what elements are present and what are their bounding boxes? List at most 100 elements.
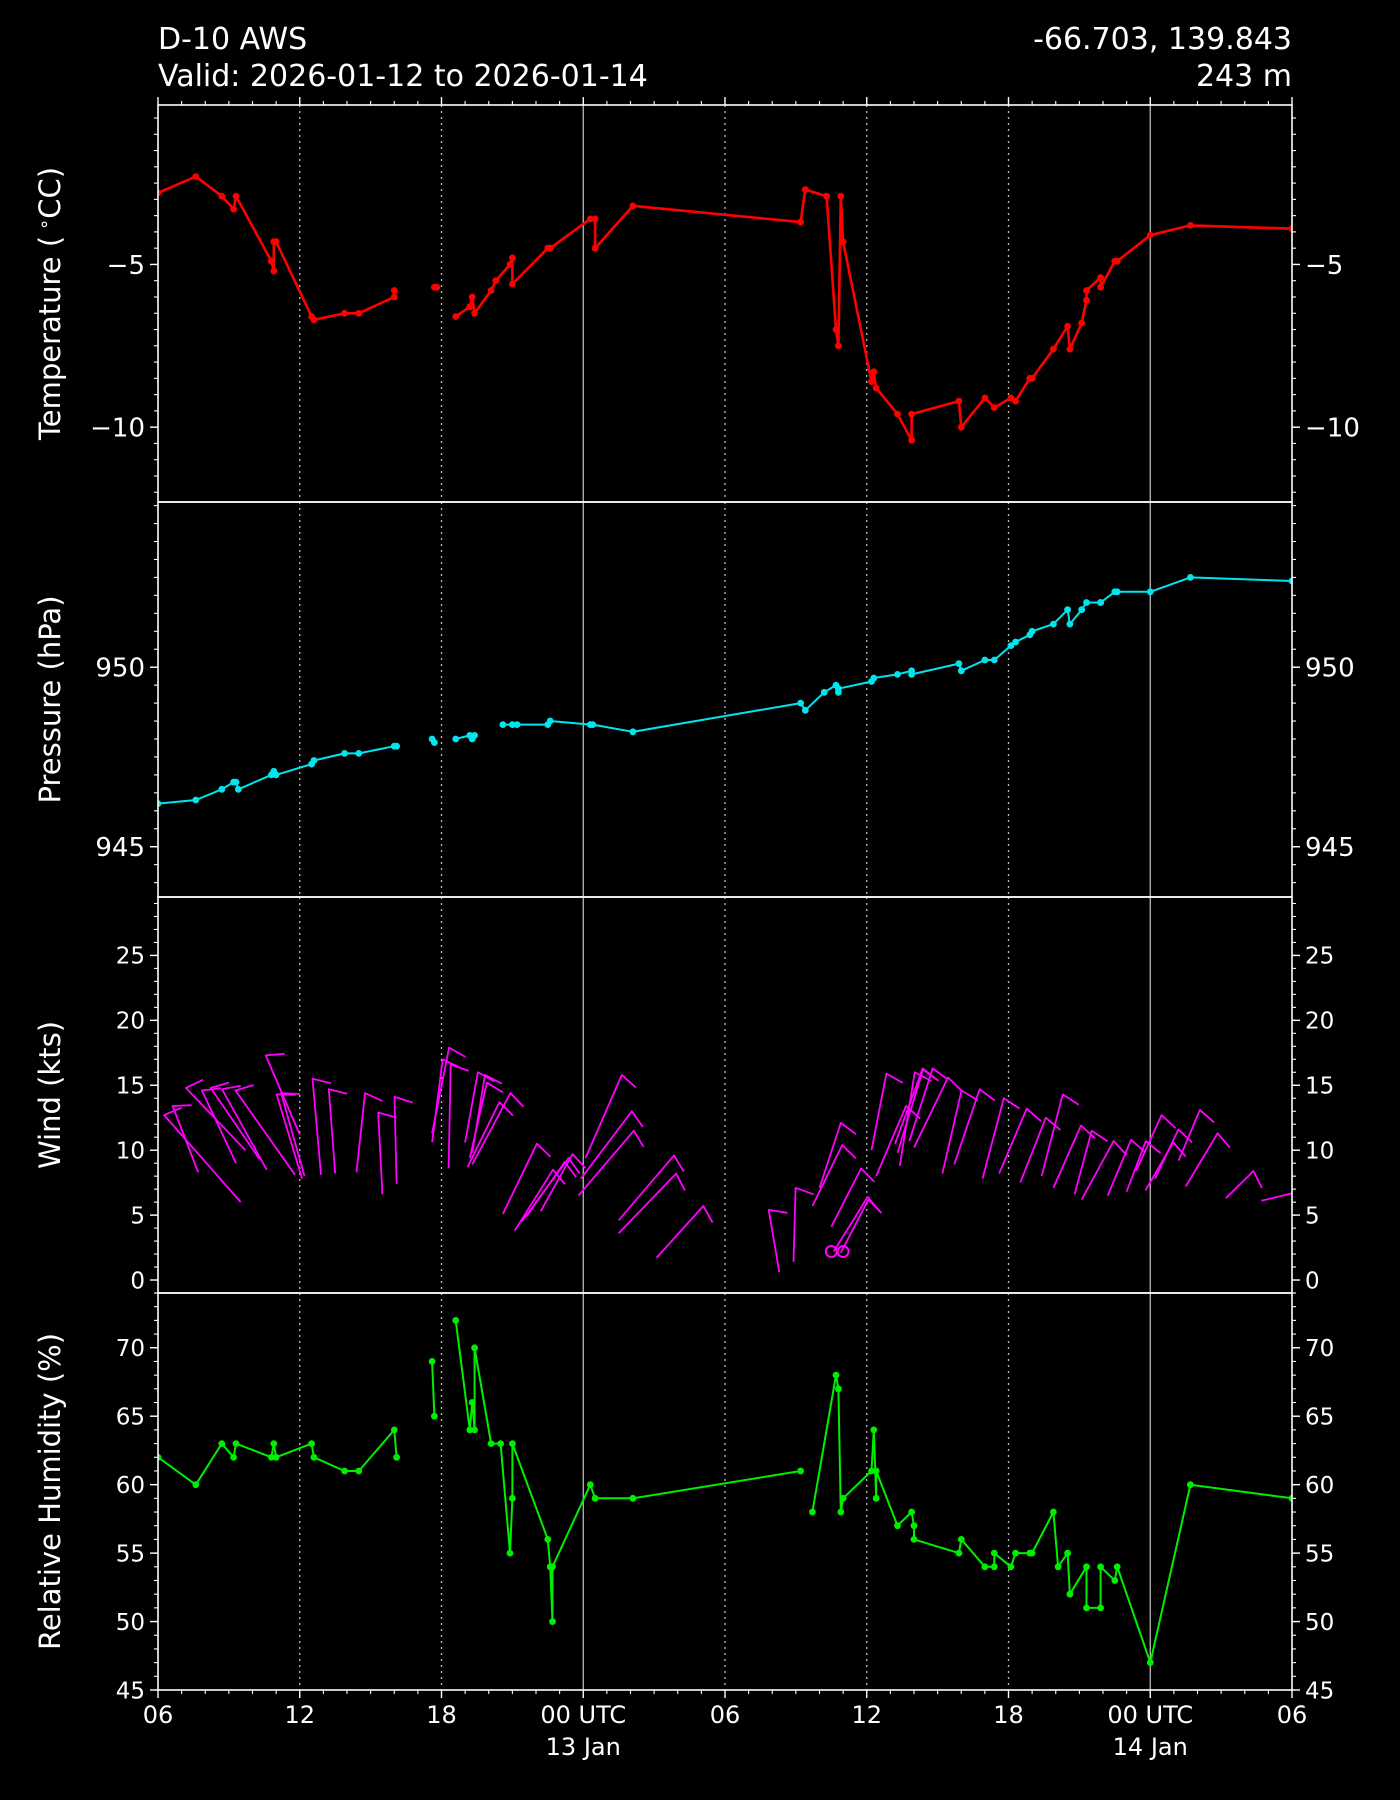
wind-barb [355,1092,383,1173]
pressure-point [1187,574,1194,581]
pressure-point [1146,588,1154,596]
wind-barb [163,1106,242,1203]
temperature-point [1083,296,1090,304]
temperature-point [870,368,878,376]
pressure-point [1078,606,1086,614]
temperature-point [390,287,398,294]
wind-barb [171,1104,200,1173]
wind-panel: 0 0 5 5 10 10 15 15 20 20 25 25 Wind (kts) [33,896,1334,1294]
wind-barb [767,1209,788,1273]
humidity-point [1028,1549,1036,1557]
humidity-point [471,1426,478,1434]
wind-barb [898,1071,932,1166]
x-tick-sublabel: 13 Jan [546,1733,621,1761]
temperature-point [390,293,398,301]
wind-barb [1073,1129,1108,1195]
wind-tick-label: 15 [116,1074,145,1100]
pressure-point [310,757,318,764]
pressure-point [1012,638,1019,646]
wind-barb [1040,1093,1080,1177]
humidity-tick-label-right: 50 [1305,1610,1334,1636]
humidity-point [839,1494,847,1502]
wind-barb [327,1088,348,1174]
pressure-point [1288,577,1292,585]
temperature-point [872,384,880,392]
wind-barb [1225,1170,1263,1199]
pressure-point [990,656,998,664]
humidity-point [466,1426,474,1434]
wind-barb [1135,1114,1177,1172]
x-tick-sublabel: 14 Jan [1113,1733,1188,1761]
temperature-point [832,326,840,333]
humidity-point [544,1536,552,1543]
wind-barb [431,1046,466,1134]
temperature-plot [158,173,1292,444]
temperature-point [955,397,963,405]
pressure-point [629,728,637,736]
humidity-point [908,1508,915,1516]
temperature-point [341,309,348,317]
humidity-point [1111,1577,1119,1584]
wind-barb [941,1089,979,1174]
temperature-point [1078,319,1086,327]
temperature-point [908,410,915,418]
temperature-point [270,267,278,275]
temperature-point [1066,345,1074,353]
pressure-point [431,739,438,746]
wind-tick-label: 20 [116,1009,145,1035]
temperature-point [1146,231,1154,239]
humidity-tick-label: 65 [116,1404,145,1430]
humidity-point [1066,1590,1074,1598]
x-tick-label: 00 UTC [1107,1701,1193,1729]
wind-barb [502,1142,552,1215]
wind-barb [377,1111,397,1195]
humidity-point [428,1358,436,1365]
temperature-point [835,342,842,350]
temperature-point [1012,397,1019,405]
wind-tick-label: 25 [116,944,145,970]
pressure-tick-label-right: 950 [1305,654,1355,684]
humidity-point [957,1536,965,1543]
wind-barb [234,1084,296,1176]
humidity-point [431,1412,438,1420]
station-elevation: 243 m [1196,59,1292,94]
humidity-point [390,1426,398,1434]
temperature-point [797,218,804,226]
temperature-point [268,257,275,265]
humidity-point [1083,1563,1090,1571]
wind-calm-circle [836,1245,850,1258]
wind-barb [840,1198,883,1254]
temperature-point [629,202,637,210]
wind-barb [830,1167,876,1228]
wind-barb [584,1074,637,1159]
wind-barb [908,1067,949,1142]
humidity-point [894,1522,901,1530]
x-tick-label: 12 [851,1701,882,1729]
pressure-point [341,750,348,757]
humidity-point [509,1440,516,1447]
wind-barb [311,1077,332,1175]
wind-barb [870,1072,904,1151]
pressure-point [471,732,478,739]
wind-tick-label: 5 [130,1203,145,1229]
wind-barb [1261,1192,1292,1202]
humidity-point [872,1467,880,1475]
humidity-point [1097,1604,1104,1612]
humidity-point [341,1467,348,1475]
wind-barb [275,1093,303,1179]
humidity-point [549,1618,556,1625]
wind-barb [471,1092,525,1165]
wind-tick-label-right: 25 [1305,944,1334,970]
humidity-point [809,1508,816,1516]
temperature-point [310,316,318,324]
humidity-point [1054,1563,1062,1571]
pressure-point [1097,599,1104,606]
humidity-point [591,1494,599,1502]
wind-barb [953,1088,996,1165]
humidity-point [837,1508,845,1516]
pressure-point [393,742,400,750]
humidity-tick-label: 70 [116,1336,145,1362]
humidity-point [1097,1563,1104,1571]
